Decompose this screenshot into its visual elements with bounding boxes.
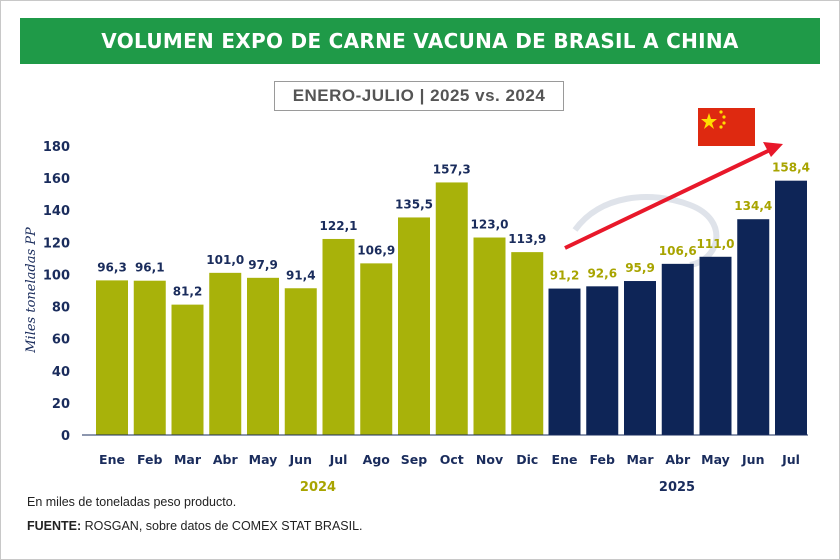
x-tick-label: Jun [741,452,764,467]
y-tick-label: 120 [43,236,70,251]
bar-2025-jun [737,219,770,435]
data-label: 81,2 [173,285,203,299]
source-label: FUENTE: [27,519,82,533]
bar-2024-feb [133,280,166,435]
x-tick-label: Ago [363,452,391,467]
data-label: 106,6 [659,244,697,258]
data-label: 95,9 [625,261,655,275]
bars [96,180,807,435]
year-label-2024: 2024 [300,480,336,495]
x-tick-label: Dic [516,452,538,467]
bar-2025-mar [624,281,656,435]
bar-2024-sep [398,217,430,435]
x-tick-label: Abr [213,452,239,467]
data-label: 122,1 [320,219,358,233]
y-tick-label: 160 [43,172,70,187]
bar-2025-may [699,256,732,435]
bar-2024-may [247,277,279,435]
x-tick-label: Sep [401,452,427,467]
bar-2024-dic [511,252,544,435]
x-tick-label: May [701,452,730,467]
bar-2025-ene [548,288,581,435]
data-label: 157,3 [433,162,471,176]
trend-arrow [564,148,771,250]
bar-2024-nov [473,237,506,435]
x-tick-label: Abr [665,452,691,467]
data-label: 97,9 [248,258,278,272]
y-tick-label: 180 [43,140,70,155]
x-tick-label: Nov [476,452,503,467]
data-labels: 96,3 96,1 81,2 101,0 97,9 91,4 122,1 106,9 135,5… [97,161,810,299]
data-label: 91,4 [286,268,316,282]
trend-arrow-head [763,142,783,157]
y-axis-title: Miles toneladas PP [24,227,39,354]
data-label: 92,6 [587,266,617,280]
bar-2024-jun [284,288,317,435]
watermark-swirl [572,194,720,268]
y-axis: 0 20 40 60 80 100 120 140 160 180 Miles toneladas … [24,140,70,444]
bar-2024-mar [171,304,204,435]
flag-field [698,108,755,146]
x-tick-label: Feb [137,452,163,467]
watermark [572,194,720,268]
data-label: 91,2 [550,269,580,283]
y-tick-label: 80 [52,301,70,316]
bar-2024-ago [360,263,393,435]
x-tick-label: Mar [174,452,202,467]
chart-title: VOLUMEN EXPO DE CARNE VACUNA DE BRASIL A… [20,18,820,64]
units-note: En miles de toneladas peso producto. [27,495,237,509]
flag-small-star [722,121,726,125]
flag-small-star [719,110,723,114]
bar-2025-feb [586,286,619,435]
source-text: ROSGAN, sobre datos de COMEX STAT BRASIL… [81,519,363,533]
x-tick-label: Jul [781,452,800,467]
x-tick-label: Ene [552,452,578,467]
y-tick-label: 20 [52,397,70,412]
x-tick-label: Oct [440,452,464,467]
x-axis: Ene Feb Mar Abr May Jun Jul Ago Sep Oct Nov Dic 2024… [82,434,808,495]
y-tick-label: 60 [52,333,70,348]
data-label: 96,1 [135,261,165,275]
data-label: 158,4 [772,161,810,175]
y-tick-label: 40 [52,365,70,380]
data-label: 134,4 [734,199,772,213]
y-tick-label: 140 [43,204,70,219]
data-label: 111,0 [697,237,735,251]
x-tick-label: Ene [99,452,125,467]
annotations [564,108,783,250]
x-tick-label: Jul [329,452,348,467]
flag-large-star [701,113,717,129]
bar-2024-ene [96,280,128,435]
data-label: 96,3 [97,260,127,274]
flag-small-star [722,115,726,119]
bar-2025-abr [661,263,694,435]
x-tick-label: Mar [626,452,654,467]
data-label: 113,9 [508,232,546,246]
bar-2024-jul [322,238,355,435]
y-tick-label: 100 [43,268,70,283]
data-label: 106,9 [357,243,395,257]
china-flag-icon [698,108,755,146]
chart-subtitle: ENERO-JULIO | 2025 vs. 2024 [274,81,564,111]
bar-2024-abr [209,272,242,435]
flag-small-star [719,125,723,129]
bar-2024-oct [435,182,468,435]
bar-2025-jul [775,180,807,435]
x-tick-label: May [249,452,278,467]
data-label: 135,5 [395,197,433,211]
year-label-2025: 2025 [659,480,695,495]
x-tick-label: Feb [590,452,616,467]
data-label: 101,0 [206,253,244,267]
data-label: 123,0 [471,218,509,232]
x-tick-label: Jun [289,452,312,467]
y-tick-label: 0 [61,429,70,444]
source-note: FUENTE: ROSGAN, sobre datos de COMEX STA… [27,519,363,533]
